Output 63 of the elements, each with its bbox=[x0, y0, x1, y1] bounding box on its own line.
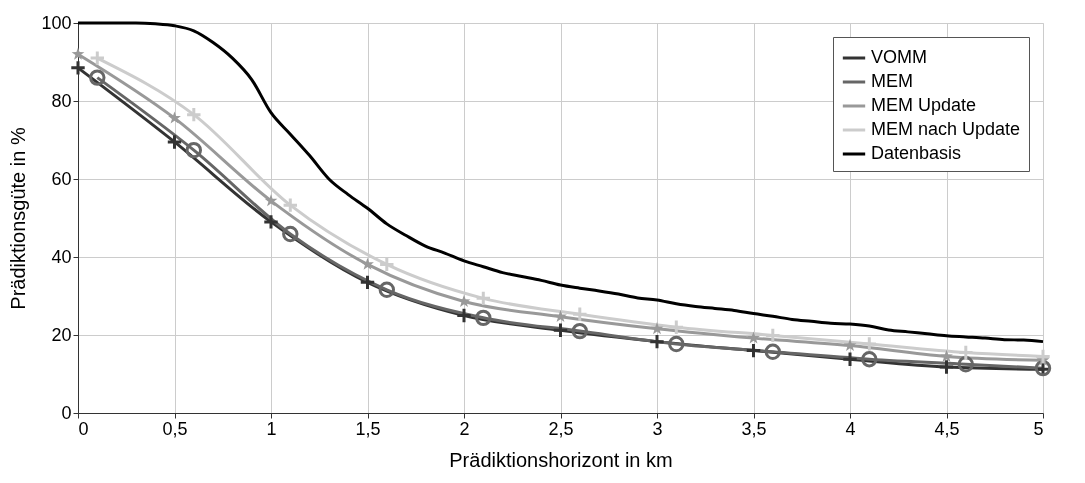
point bbox=[571, 306, 589, 323]
point bbox=[282, 225, 299, 243]
x-axis-title: Prädiktionshorizont in km bbox=[449, 448, 673, 471]
point bbox=[185, 141, 203, 159]
point bbox=[89, 69, 106, 86]
point bbox=[262, 213, 280, 231]
legend-label: Datenbasis bbox=[871, 143, 962, 163]
legend-label: MEM nach Update bbox=[871, 119, 1021, 139]
point bbox=[554, 309, 567, 323]
y-axis-title: Prädiktionsgüte in % bbox=[7, 127, 30, 310]
point bbox=[843, 338, 857, 351]
point bbox=[841, 350, 859, 368]
point bbox=[282, 196, 299, 214]
point bbox=[764, 343, 782, 360]
point bbox=[69, 59, 87, 77]
x-tick-label: 4,5 bbox=[934, 418, 960, 439]
point bbox=[455, 307, 473, 324]
point bbox=[861, 350, 878, 368]
point bbox=[378, 281, 396, 298]
y-tick-label: 100 bbox=[41, 12, 72, 33]
point bbox=[938, 358, 955, 376]
point bbox=[361, 257, 374, 270]
point bbox=[552, 322, 569, 339]
point bbox=[957, 344, 975, 361]
y-tick-label: 60 bbox=[51, 168, 72, 189]
point bbox=[185, 106, 203, 123]
point bbox=[940, 349, 953, 362]
point bbox=[764, 327, 782, 344]
point bbox=[1034, 348, 1052, 365]
x-tick-label: 0 bbox=[78, 418, 89, 439]
x-tick-label: 3 bbox=[652, 418, 663, 439]
y-tick-label: 80 bbox=[51, 90, 72, 111]
point bbox=[264, 194, 278, 207]
point bbox=[571, 322, 589, 340]
point bbox=[378, 256, 396, 273]
x-tick-label: 4 bbox=[845, 418, 856, 439]
point bbox=[475, 290, 492, 307]
legend-label: MEM bbox=[871, 71, 913, 91]
x-tick-label: 0,5 bbox=[162, 418, 188, 439]
x-tick-label: 2,5 bbox=[548, 418, 574, 439]
point bbox=[668, 318, 685, 336]
x-tick-label: 5 bbox=[1033, 418, 1044, 439]
y-tick-label: 20 bbox=[51, 324, 72, 345]
point bbox=[668, 335, 685, 353]
point bbox=[168, 111, 181, 124]
point bbox=[359, 274, 376, 291]
legend-label: VOMM bbox=[871, 47, 927, 67]
y-tick-label: 0 bbox=[61, 402, 72, 423]
x-tick-label: 3,5 bbox=[741, 418, 767, 439]
point bbox=[166, 133, 183, 151]
point bbox=[747, 331, 760, 344]
point bbox=[648, 333, 666, 350]
point bbox=[71, 47, 85, 60]
legend-label: MEM Update bbox=[871, 95, 977, 115]
point bbox=[650, 322, 664, 335]
point bbox=[745, 342, 762, 359]
x-tick-label: 1,5 bbox=[355, 418, 381, 439]
y-tick-label: 40 bbox=[51, 246, 72, 267]
point bbox=[475, 309, 492, 327]
point bbox=[89, 49, 106, 67]
point bbox=[957, 356, 975, 373]
x-tick-label: 1 bbox=[266, 418, 277, 439]
x-tick-label: 2 bbox=[459, 418, 470, 439]
